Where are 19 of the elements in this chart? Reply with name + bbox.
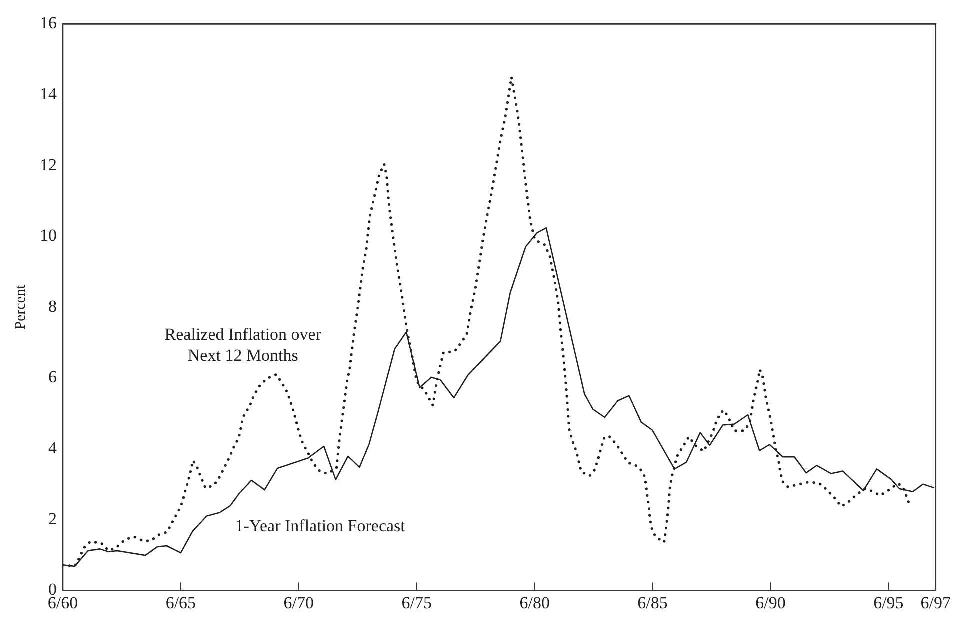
x-tick-label: 6/70 (284, 593, 314, 612)
x-tick-label: 6/97 (920, 593, 952, 612)
x-tick-label: 6/90 (756, 593, 786, 612)
x-tick-label: 6/95 (874, 593, 904, 612)
y-tick-label: 16 (40, 14, 57, 33)
x-tick-label: 6/65 (166, 593, 196, 612)
y-tick-label: 8 (48, 296, 57, 316)
x-tick-label: 6/75 (402, 593, 432, 612)
y-tick-label: 2 (48, 509, 57, 528)
series-label: Realized Inflation over Next 12 Months (164, 325, 322, 366)
y-axis-title: Percent (12, 284, 29, 330)
x-tick-label: 6/80 (520, 593, 550, 612)
y-tick-label: 4 (48, 438, 58, 458)
x-tick-label: 6/85 (638, 593, 668, 612)
y-tick-label: 12 (40, 155, 57, 174)
y-tick-label: 6 (48, 368, 57, 387)
series-label: 1-Year Inflation Forecast (235, 516, 406, 536)
y-tick-label: 14 (40, 84, 58, 104)
y-tick-label: 10 (40, 226, 57, 246)
